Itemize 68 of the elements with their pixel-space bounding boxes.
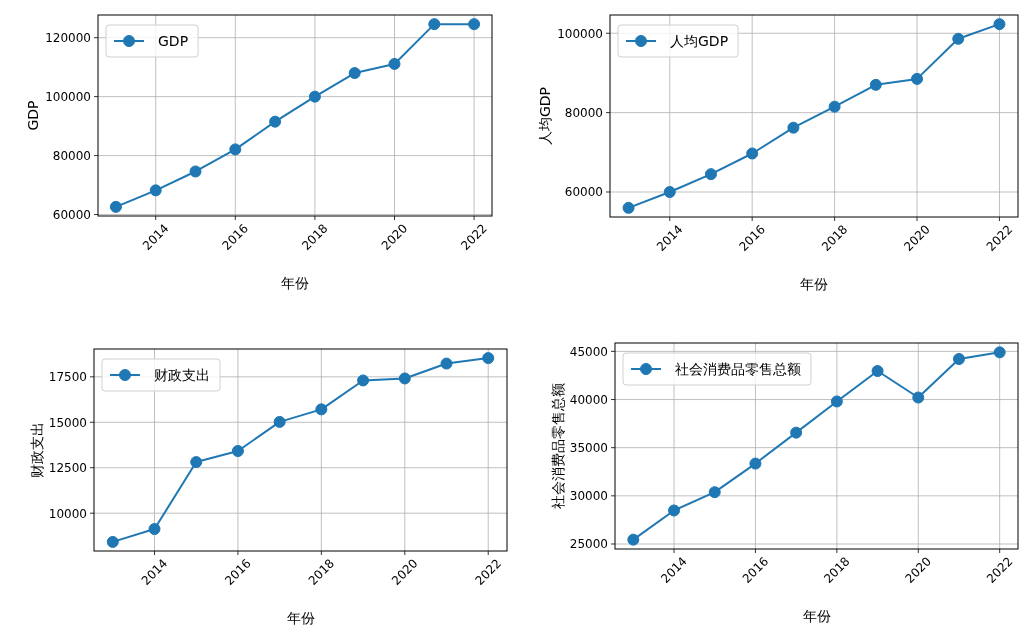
point — [388, 57, 401, 70]
y-axis-title: GDP — [25, 100, 42, 131]
legend-label: GDP — [158, 33, 189, 49]
point — [273, 415, 286, 428]
y-tick-label: 80000 — [52, 149, 91, 164]
point — [482, 352, 495, 365]
y-axis-title: 人均GDP — [537, 86, 554, 146]
point — [428, 18, 441, 31]
y-tick-label: 40000 — [569, 393, 608, 408]
point — [663, 186, 676, 198]
point — [912, 391, 925, 404]
point — [746, 147, 759, 160]
y-tick-label: 60000 — [52, 208, 91, 223]
point — [190, 456, 203, 469]
y-tick-label: 35000 — [569, 441, 608, 456]
point — [148, 523, 161, 535]
point — [348, 67, 361, 80]
legend-label: 财政支出 — [154, 367, 210, 383]
point — [993, 346, 1006, 359]
y-tick-label: 30000 — [569, 489, 608, 504]
y-tick-label: 100000 — [557, 26, 603, 41]
point — [828, 100, 841, 113]
y-tick-label: 10000 — [48, 506, 87, 521]
point — [749, 457, 762, 470]
y-tick-label: 25000 — [569, 537, 608, 552]
point — [398, 372, 411, 385]
point — [231, 445, 244, 457]
y-tick-label: 15000 — [48, 415, 87, 430]
point — [993, 18, 1006, 31]
point — [830, 395, 843, 408]
point — [149, 184, 162, 197]
y-tick-label: 17500 — [48, 370, 87, 385]
x-axis-title: 年份 — [800, 276, 828, 292]
x-axis-title: 年份 — [286, 610, 315, 626]
legend-label: 社会消费品零售总额 — [675, 361, 801, 377]
point — [269, 115, 282, 128]
point — [790, 426, 803, 439]
y-tick-label: 12500 — [48, 461, 87, 476]
point — [440, 357, 453, 370]
point — [315, 403, 328, 416]
point — [468, 18, 481, 31]
point — [952, 32, 965, 45]
y-axis-title: 财政支出 — [29, 422, 45, 478]
point — [704, 168, 717, 181]
y-tick-label: 120000 — [45, 31, 91, 46]
y-tick-label: 45000 — [569, 344, 608, 359]
y-tick-label: 80000 — [564, 106, 603, 121]
point — [229, 143, 242, 156]
legend-label: 人均GDP — [670, 33, 729, 49]
point — [871, 365, 884, 378]
point — [911, 72, 924, 85]
y-axis-title: 社会消费品零售总额 — [550, 383, 566, 509]
point — [109, 200, 122, 213]
point — [627, 533, 640, 546]
point — [952, 352, 965, 365]
point — [189, 165, 202, 178]
point — [869, 78, 882, 91]
point — [708, 486, 721, 499]
point — [622, 201, 635, 214]
point — [106, 535, 119, 548]
x-axis-title: 年份 — [802, 608, 831, 624]
point — [357, 374, 370, 387]
x-axis-title: 年份 — [281, 275, 309, 291]
point — [668, 504, 681, 517]
point — [787, 121, 800, 134]
y-tick-label: 100000 — [45, 90, 91, 105]
point — [308, 90, 321, 103]
y-tick-label: 60000 — [564, 185, 603, 200]
